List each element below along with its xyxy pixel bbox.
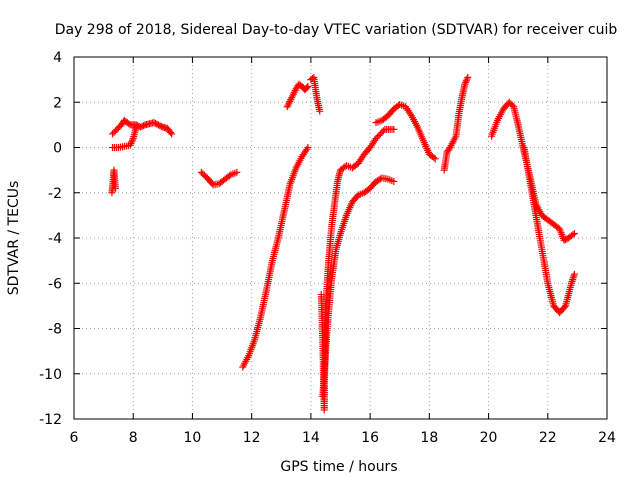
x-tick-label: 8 [129,430,138,446]
data-point [114,124,122,132]
data-point [168,130,176,138]
data-point [462,77,470,85]
data-point [316,107,324,115]
data-point [111,184,119,192]
data-point [570,229,578,237]
data-point [461,80,469,88]
data-point [156,122,164,130]
y-tick-label: 4 [53,50,62,66]
data-point [562,236,570,244]
y-tick-label: -8 [48,322,62,338]
data-point [376,130,384,138]
data-point [154,121,162,129]
data-point [378,128,386,136]
data-point [372,134,380,142]
x-tick-label: 24 [598,430,616,446]
x-tick-label: 18 [420,430,438,446]
data-point [560,236,568,244]
data-point [108,130,116,138]
data-point [111,127,119,135]
data-point [390,177,398,185]
data-point [374,177,382,185]
y-tick-label: -10 [39,367,62,383]
data-point [374,133,382,141]
data-point [125,120,133,128]
y-tick-label: -12 [39,412,62,428]
data-point [150,119,158,127]
data-point [132,123,140,131]
data-point [431,155,439,163]
data-point [151,119,159,127]
data-point [375,176,383,184]
data-point [127,140,135,148]
data-point [390,125,398,133]
data-point [167,129,175,137]
data-point [379,127,387,135]
y-tick-label: -2 [48,186,62,202]
data-point [464,73,472,81]
x-tick-label: 6 [70,430,79,446]
y-tick-label: -6 [48,276,62,292]
data-point [153,120,161,128]
data-point [138,122,146,130]
chart-title: Day 298 of 2018, Sidereal Day-to-day VTE… [55,22,618,38]
data-point [110,128,118,136]
y-axis-label: SDTVAR / TECUs [6,181,22,296]
data-point [463,75,471,83]
data-point [375,131,383,139]
grid [74,57,607,419]
x-tick-label: 10 [184,430,202,446]
data-point [113,125,121,133]
data-point [430,154,438,162]
y-tick-label: 2 [53,95,62,111]
data-point [128,136,136,144]
x-axis-label: GPS time / hours [280,459,397,475]
data-point [126,141,134,149]
data-point [507,100,515,108]
data-point [303,84,311,92]
data-point [508,101,516,109]
data-point [140,122,148,130]
data-point [128,138,136,146]
x-tick-label: 22 [539,430,557,446]
data-point [505,98,513,106]
data-point [560,303,568,311]
data-point [372,177,380,185]
data-point [157,122,165,130]
data-point [569,231,577,239]
data-point [208,179,216,187]
data-point [233,168,241,176]
data-point [304,82,312,90]
data-point [304,144,312,151]
y-tick-label: 0 [53,141,62,157]
x-tick-label: 14 [302,430,320,446]
x-tick-label: 16 [361,430,379,446]
x-tick-label: 20 [480,430,498,446]
data-point [570,270,578,278]
data-points [108,73,578,414]
x-tick-label: 12 [243,430,261,446]
data-point [462,78,470,86]
y-tick-label: -4 [48,231,62,247]
